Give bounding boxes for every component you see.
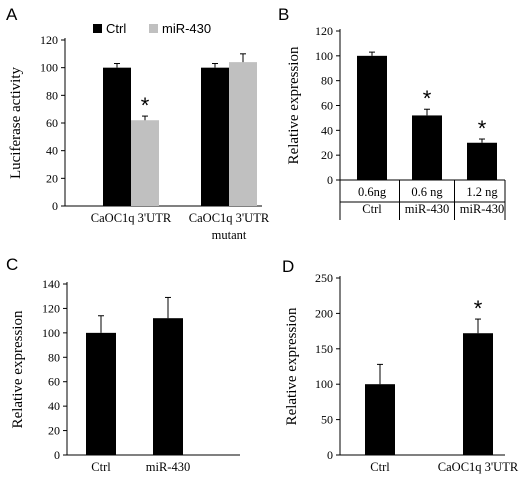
y-tick-label: 100 bbox=[315, 49, 333, 63]
legend-swatch bbox=[93, 24, 102, 33]
bar bbox=[467, 142, 497, 180]
y-tick-label: 60 bbox=[321, 99, 333, 113]
x-tick-label: 1.2 ng bbox=[466, 185, 498, 199]
x-tick-label: CaOC1q 3'UTR bbox=[438, 460, 519, 474]
bar bbox=[86, 332, 116, 455]
legend-swatch bbox=[149, 24, 158, 33]
y-tick-label: 80 bbox=[46, 88, 58, 102]
y-tick-label: 50 bbox=[321, 413, 333, 427]
chart-panel-b: 0 20 40 60 80 100 120 Relative expression 0.6ng C… bbox=[286, 24, 506, 220]
y-tick-label: 0 bbox=[327, 173, 333, 187]
y-tick-label: 120 bbox=[315, 24, 333, 38]
bar bbox=[365, 384, 395, 455]
x-tick-label: Ctrl bbox=[370, 460, 390, 474]
y-tick-label: 20 bbox=[48, 424, 60, 438]
significance-marker: * bbox=[423, 86, 432, 111]
chart-panel-c: 0 20 40 60 80 100 120 140 Relative expression Ctr… bbox=[10, 277, 240, 474]
x-tick-label: miR-430 bbox=[405, 202, 449, 216]
significance-marker: * bbox=[478, 116, 487, 141]
legend-label: Ctrl bbox=[106, 21, 126, 36]
bar bbox=[357, 55, 387, 181]
y-tick-label: 60 bbox=[46, 116, 58, 130]
chart-panel-d: 0 50 100 150 200 250 Relative expression Ctrl Ca… bbox=[284, 271, 519, 474]
y-tick-label: 80 bbox=[321, 74, 333, 88]
y-axis-label: Relative expression bbox=[286, 46, 302, 164]
bar bbox=[103, 67, 131, 207]
significance-marker: * bbox=[474, 296, 483, 321]
y-tick-label: 100 bbox=[42, 326, 60, 340]
y-axis-label: Relative expression bbox=[10, 310, 26, 428]
y-tick-label: 60 bbox=[48, 375, 60, 389]
y-tick-label: 40 bbox=[46, 144, 58, 158]
y-tick-label: 150 bbox=[315, 342, 333, 356]
bar bbox=[153, 318, 183, 455]
y-tick-label: 200 bbox=[315, 306, 333, 320]
x-tick-label: Ctrl bbox=[91, 460, 111, 474]
y-axis-label: Luciferase activity bbox=[8, 66, 24, 179]
y-tick-label: 40 bbox=[321, 123, 333, 137]
y-tick-label: 120 bbox=[40, 33, 58, 47]
y-tick-label: 0 bbox=[327, 448, 333, 462]
x-tick-label: CaOC1q 3'UTR bbox=[189, 211, 270, 225]
x-tick-label: 0.6ng bbox=[358, 185, 387, 199]
x-tick-label: 0.6 ng bbox=[411, 185, 443, 199]
y-tick-label: 120 bbox=[42, 301, 60, 315]
y-tick-label: 0 bbox=[52, 199, 58, 213]
panel-label-d: D bbox=[282, 257, 294, 276]
bar bbox=[131, 120, 159, 206]
significance-marker: * bbox=[141, 93, 150, 118]
legend-label: miR-430 bbox=[162, 21, 211, 36]
y-axis-label: Relative expression bbox=[284, 307, 300, 425]
x-tick-label: Ctrl bbox=[362, 202, 382, 216]
panel-label-c: C bbox=[6, 255, 18, 274]
y-tick-label: 100 bbox=[40, 61, 58, 75]
bar bbox=[412, 115, 442, 180]
x-tick-label: miR-430 bbox=[460, 202, 504, 216]
y-tick-label: 0 bbox=[54, 448, 60, 462]
panel-label-a: A bbox=[6, 5, 18, 24]
charts: 0 20 40 60 80 100 120 Luciferase activity CaOC1q… bbox=[8, 21, 519, 474]
bar bbox=[229, 62, 257, 207]
y-tick-label: 140 bbox=[42, 277, 60, 291]
x-tick-label: mutant bbox=[212, 228, 247, 242]
chart-panel-a: 0 20 40 60 80 100 120 Luciferase activity CaOC1q… bbox=[8, 21, 270, 242]
y-tick-label: 250 bbox=[315, 271, 333, 285]
bar bbox=[201, 67, 229, 207]
y-tick-label: 40 bbox=[48, 399, 60, 413]
y-tick-label: 100 bbox=[315, 377, 333, 391]
panel-label-b: B bbox=[278, 5, 289, 24]
bar bbox=[463, 333, 493, 455]
y-tick-label: 80 bbox=[48, 350, 60, 364]
x-tick-label: CaOC1q 3'UTR bbox=[91, 211, 172, 225]
y-tick-label: 20 bbox=[321, 148, 333, 162]
y-tick-label: 20 bbox=[46, 171, 58, 185]
x-tick-label: miR-430 bbox=[146, 460, 190, 474]
